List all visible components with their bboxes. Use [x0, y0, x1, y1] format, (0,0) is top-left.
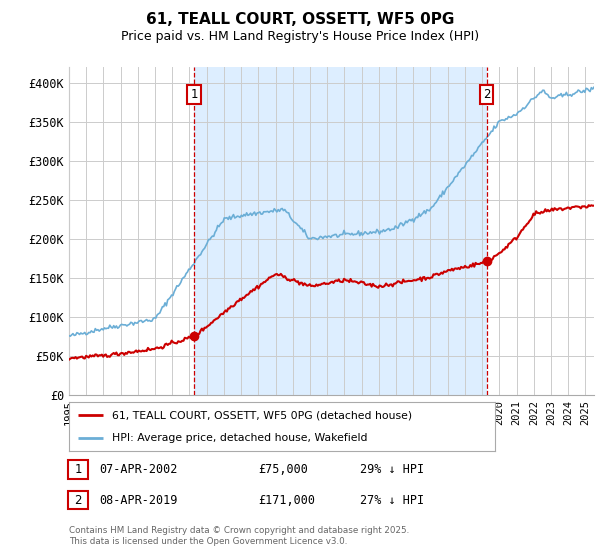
- Text: 29% ↓ HPI: 29% ↓ HPI: [360, 463, 424, 476]
- Bar: [194, 67, 487, 395]
- Text: HPI: Average price, detached house, Wakefield: HPI: Average price, detached house, Wake…: [112, 433, 367, 443]
- Text: £75,000: £75,000: [258, 463, 308, 476]
- Text: Contains HM Land Registry data © Crown copyright and database right 2025.
This d: Contains HM Land Registry data © Crown c…: [69, 526, 409, 546]
- Text: 08-APR-2019: 08-APR-2019: [100, 493, 178, 507]
- Text: 07-APR-2002: 07-APR-2002: [100, 463, 178, 476]
- Text: 27% ↓ HPI: 27% ↓ HPI: [360, 493, 424, 507]
- Text: 2: 2: [483, 88, 491, 101]
- Text: 61, TEALL COURT, OSSETT, WF5 0PG (detached house): 61, TEALL COURT, OSSETT, WF5 0PG (detach…: [112, 410, 412, 421]
- Text: 61, TEALL COURT, OSSETT, WF5 0PG: 61, TEALL COURT, OSSETT, WF5 0PG: [146, 12, 454, 27]
- Text: Price paid vs. HM Land Registry's House Price Index (HPI): Price paid vs. HM Land Registry's House …: [121, 30, 479, 43]
- Text: 1: 1: [190, 88, 198, 101]
- Text: £171,000: £171,000: [258, 493, 315, 507]
- Text: 1: 1: [74, 463, 82, 476]
- Text: 2: 2: [74, 493, 82, 507]
